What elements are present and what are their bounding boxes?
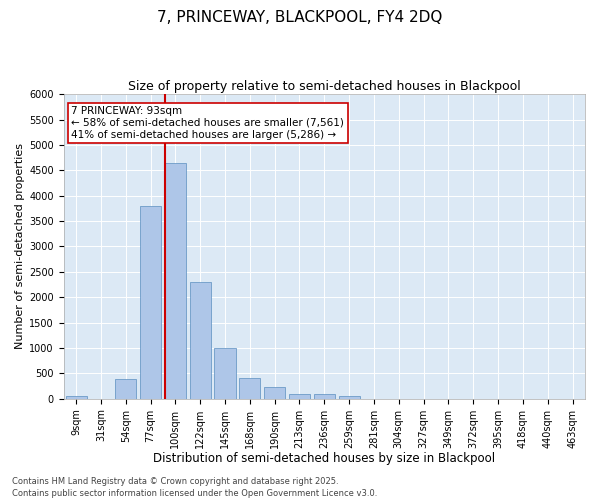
Bar [165,162,186,398]
Text: 7 PRINCEWAY: 93sqm
← 58% of semi-detached houses are smaller (7,561)
41% of semi: 7 PRINCEWAY: 93sqm ← 58% of semi-detache… [71,106,344,140]
X-axis label: Distribution of semi-detached houses by size in Blackpool: Distribution of semi-detached houses by … [153,452,496,465]
Y-axis label: Number of semi-detached properties: Number of semi-detached properties [15,144,25,350]
Bar [314,394,335,398]
Bar [115,380,136,398]
Bar [239,378,260,398]
Bar [140,206,161,398]
Text: Contains HM Land Registry data © Crown copyright and database right 2025.
Contai: Contains HM Land Registry data © Crown c… [12,476,377,498]
Bar [65,396,86,398]
Bar [289,394,310,398]
Bar [214,348,236,399]
Text: 7, PRINCEWAY, BLACKPOOL, FY4 2DQ: 7, PRINCEWAY, BLACKPOOL, FY4 2DQ [157,10,443,25]
Bar [190,282,211,399]
Title: Size of property relative to semi-detached houses in Blackpool: Size of property relative to semi-detach… [128,80,521,93]
Bar [264,387,285,398]
Bar [338,396,359,398]
